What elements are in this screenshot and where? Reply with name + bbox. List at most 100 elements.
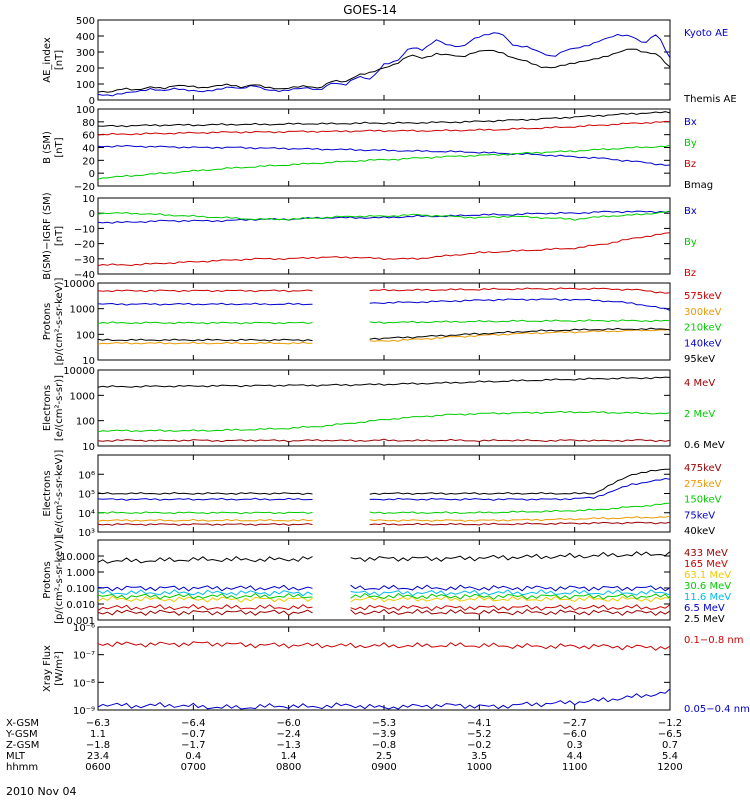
series-line-bz xyxy=(97,232,671,267)
legend-entry: 165 MeV xyxy=(684,559,728,570)
ephemeris-axis: X-GSM −6.3 −6.4 −6.0 −5.3 −4.1 −2.7 −1.2 Y-GSM 1.… xyxy=(5,718,683,773)
y-tick-label: −20 xyxy=(74,240,95,251)
legend-entry: By xyxy=(684,237,697,248)
ephemeris-value: 0800 xyxy=(276,762,301,773)
ephemeris-value: −5.2 xyxy=(467,729,491,740)
series-line-30-6-mev xyxy=(97,592,671,600)
ephemeris-value: 0.7 xyxy=(662,740,678,751)
y-tick-label: 0.100 xyxy=(66,584,95,595)
legend-entry: Bmag xyxy=(684,180,713,191)
y-tick-label: 100 xyxy=(76,330,95,341)
series-line-95kev xyxy=(97,327,671,342)
ephemeris-value: −0.2 xyxy=(467,740,491,751)
y-tick-label: 1000 xyxy=(70,391,95,402)
ephemeris-value: 0700 xyxy=(181,762,206,773)
series-line-300kev xyxy=(97,328,671,345)
ephemeris-value: −1.7 xyxy=(181,740,205,751)
y-tick-label: 0 xyxy=(89,169,95,180)
series-line-4-mev xyxy=(97,438,671,443)
ephemeris-value: −5.3 xyxy=(372,718,396,729)
panel-frame xyxy=(97,369,671,447)
series-line-2-mev xyxy=(97,410,671,433)
y-tick-label: −30 xyxy=(74,255,95,266)
y-tick-label: 10⁵ xyxy=(78,490,95,501)
y-axis-label: B (SM) xyxy=(42,131,53,164)
ephemeris-value: 1200 xyxy=(657,762,682,773)
y-tick-label: 1.000 xyxy=(66,568,95,579)
series-line-575kev xyxy=(97,287,671,294)
ephemeris-value: −6.0 xyxy=(277,718,301,729)
ephemeris-value: 1.4 xyxy=(281,751,297,762)
panel-frame xyxy=(97,19,671,101)
ephemeris-value: 1.1 xyxy=(90,729,106,740)
panel-5: 10 100 1000 10000 Electrons [e/(cm²-s-sr)] 4 M… xyxy=(42,366,725,453)
series-line-140kev xyxy=(97,298,671,312)
ephemeris-row-label: hhmm xyxy=(6,762,38,773)
y-tick-label: 10⁻⁷ xyxy=(73,651,95,662)
ephemeris-value: −3.9 xyxy=(372,729,396,740)
series-line-0-1-0-8-nm xyxy=(97,641,671,651)
y-axis-label: AE_index xyxy=(42,37,53,83)
y-tick-label: 0 xyxy=(89,96,95,107)
series-line-6-5-mev xyxy=(97,584,671,592)
legend-entry: By xyxy=(684,138,697,149)
y-tick-label: 10 xyxy=(82,442,95,453)
y-axis-label: Xray Flux xyxy=(42,645,53,692)
panel-4: 10 100 1000 10000 Protons [p/(cm²-s-sr-keV)] 5… xyxy=(42,278,722,367)
series-line-165-mev xyxy=(97,603,671,612)
series-line-bx xyxy=(97,144,671,166)
legend-entry: 4 MeV xyxy=(684,378,715,389)
ephemeris-value: −1.8 xyxy=(86,740,110,751)
series-line-kyoto-ae xyxy=(97,32,671,97)
ephemeris-row-label: X-GSM xyxy=(6,718,39,729)
y-axis-label: [W/m²] xyxy=(54,651,65,686)
legend-entry: 2 MeV xyxy=(684,409,715,420)
series-line-by xyxy=(97,144,671,180)
ephemeris-value: 0600 xyxy=(85,762,110,773)
y-tick-label: 100 xyxy=(76,105,95,116)
y-axis-label: [nT] xyxy=(54,50,65,70)
ephemeris-row-label: Y-GSM xyxy=(5,729,38,740)
y-axis-label: [p/(cm²-s-sr-keV)] xyxy=(54,278,65,366)
legend-entry: 150keV xyxy=(684,495,722,506)
ephemeris-value: 0.3 xyxy=(567,740,583,751)
ephemeris-value: 23.4 xyxy=(87,751,109,762)
ephemeris-value: 4.4 xyxy=(567,751,583,762)
legend-entry: Bz xyxy=(684,159,696,170)
ephemeris-value: 5.4 xyxy=(662,751,678,762)
series-line-2-5-mev xyxy=(97,551,671,564)
legend-entry: 575keV xyxy=(684,291,722,302)
series-line-themis-ae xyxy=(97,48,671,93)
legend-entry: Themis AE xyxy=(683,94,737,105)
y-tick-label: 80 xyxy=(82,118,95,129)
y-tick-label: 0 xyxy=(89,209,95,220)
panel-frame xyxy=(97,539,671,621)
ephemeris-value: 0.4 xyxy=(185,751,201,762)
legend-entry: 6.5 MeV xyxy=(684,603,725,614)
y-axis-label: [nT] xyxy=(54,226,65,246)
legend-entry: Bx xyxy=(684,206,697,217)
ephemeris-value: 2.5 xyxy=(376,751,392,762)
series-line-40kev xyxy=(97,468,671,496)
y-tick-label: 10⁻⁸ xyxy=(73,678,95,689)
legend-entry: 433 MeV xyxy=(684,548,728,559)
series-line-433-mev xyxy=(97,608,671,616)
y-axis-label: [e/(cm²-s-sr)] xyxy=(54,375,65,441)
y-tick-label: 10⁻⁹ xyxy=(73,706,95,717)
ephemeris-value: −4.1 xyxy=(467,718,491,729)
panel-1: 0 100 200 300 400 500 AE_index [nT] Kyoto AE Them… xyxy=(42,16,737,107)
series-line-63-1-mev xyxy=(97,595,671,603)
plot-title: GOES-14 xyxy=(343,3,397,17)
legend-entry: 2.5 MeV xyxy=(684,614,725,625)
ephemeris-value: 3.5 xyxy=(471,751,487,762)
ephemeris-value: 0900 xyxy=(371,762,396,773)
legend-entry: 210keV xyxy=(684,323,722,334)
ephemeris-value: −6.0 xyxy=(563,729,587,740)
y-axis-label: B(SM)−IGRF (SM) xyxy=(42,192,53,279)
y-tick-label: 10⁻⁶ xyxy=(73,623,95,634)
legend-entry: 11.6 MeV xyxy=(684,592,731,603)
y-tick-label: 1000 xyxy=(70,305,95,316)
y-tick-label: 10⁴ xyxy=(78,509,95,520)
